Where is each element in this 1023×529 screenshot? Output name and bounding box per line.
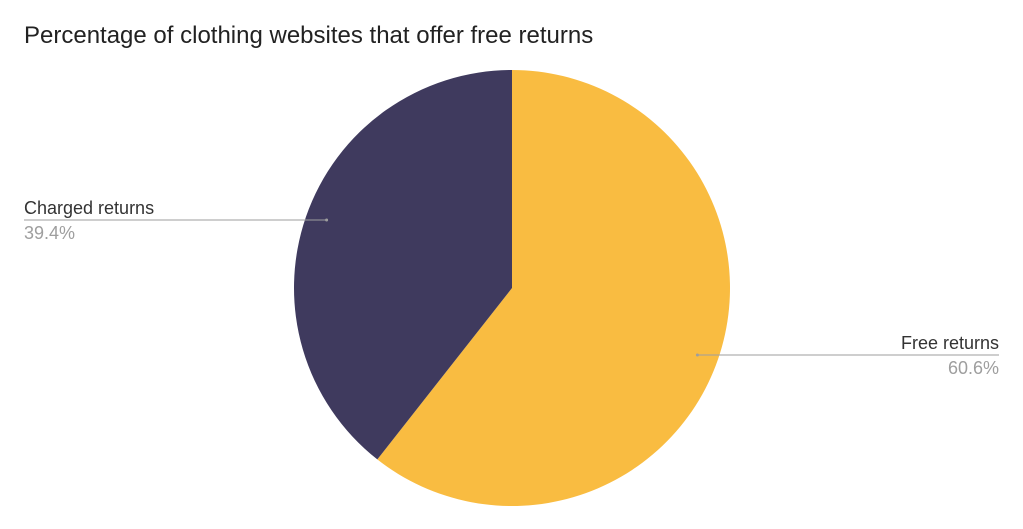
slice-value: 60.6%: [948, 358, 999, 378]
chart-title: Percentage of clothing websites that off…: [24, 22, 594, 49]
slice-label: Free returns: [901, 333, 999, 353]
leader-dot: [325, 218, 329, 222]
pie-slice-free-returns: [377, 70, 731, 507]
leader-dot: [695, 353, 699, 357]
slice-value: 39.4%: [24, 223, 75, 243]
pie-slice-charged-returns: [294, 70, 512, 460]
slice-label: Charged returns: [24, 198, 154, 218]
